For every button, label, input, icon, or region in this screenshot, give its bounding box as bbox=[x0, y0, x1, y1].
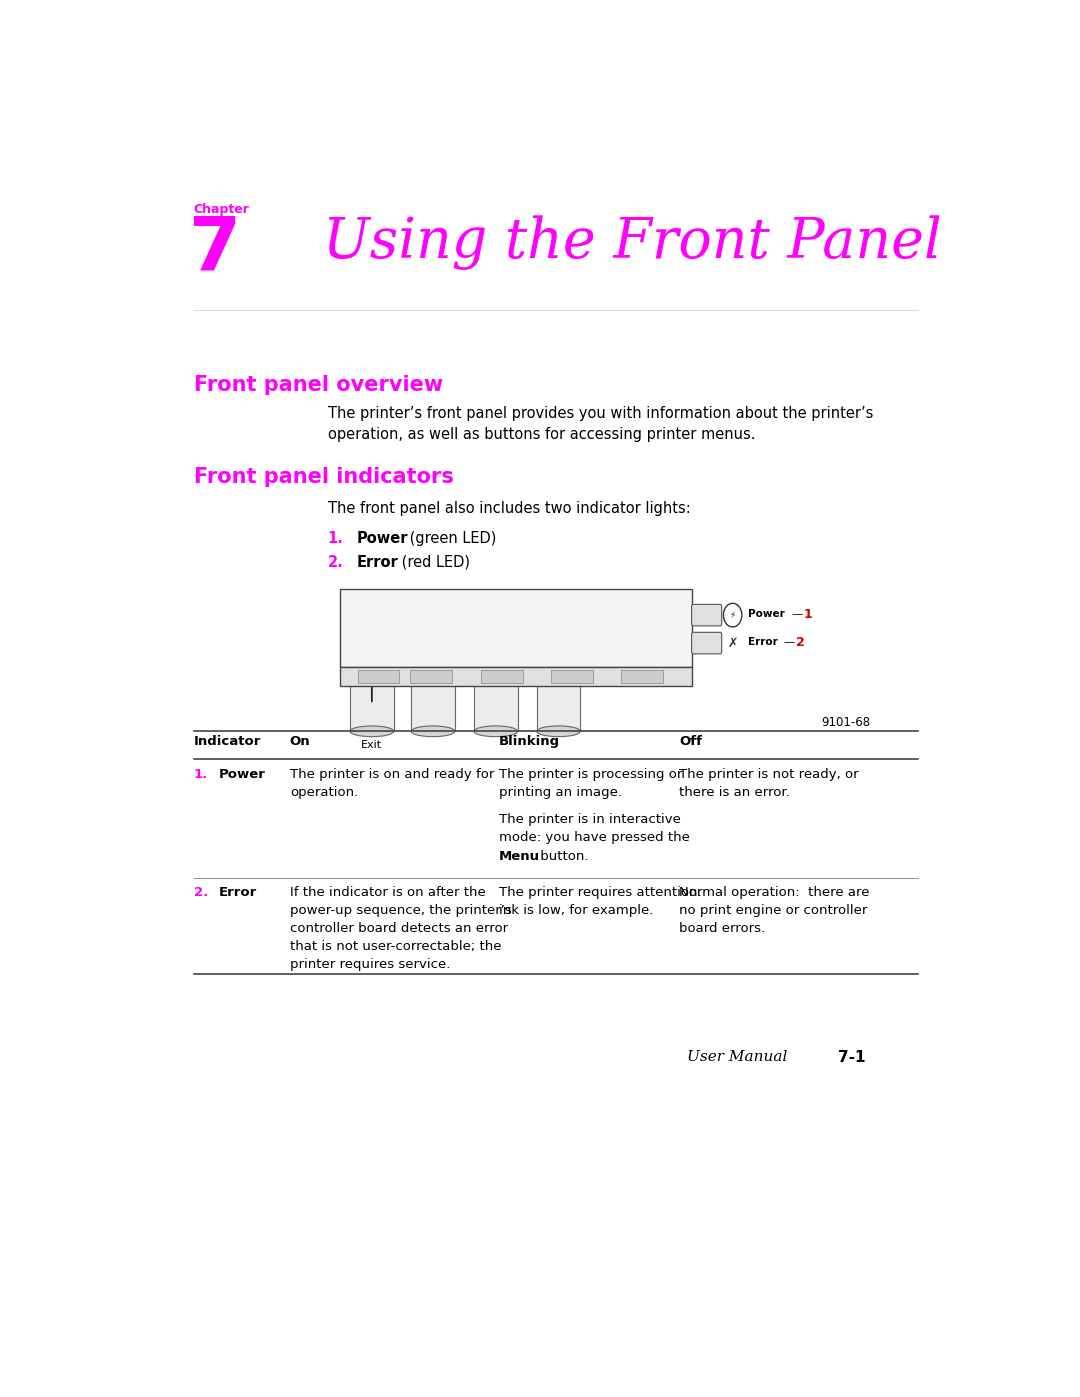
Bar bbox=[621, 671, 663, 683]
Ellipse shape bbox=[350, 726, 393, 736]
Text: Power: Power bbox=[356, 531, 408, 546]
Text: If the indicator is on after the
power-up sequence, the printer’s
controller boa: If the indicator is on after the power-u… bbox=[289, 886, 512, 971]
Bar bbox=[537, 675, 580, 731]
Text: 1.: 1. bbox=[327, 531, 343, 546]
Text: (red LED): (red LED) bbox=[397, 555, 470, 570]
Bar bbox=[481, 671, 523, 683]
Text: button.: button. bbox=[536, 849, 589, 862]
Text: Chapter: Chapter bbox=[193, 203, 249, 217]
Bar bbox=[340, 666, 691, 686]
Ellipse shape bbox=[474, 726, 517, 736]
Text: Power: Power bbox=[747, 609, 784, 619]
Ellipse shape bbox=[474, 671, 517, 680]
Text: 2: 2 bbox=[796, 636, 805, 648]
Text: Error: Error bbox=[218, 886, 257, 900]
Text: Off: Off bbox=[679, 735, 702, 747]
Text: User Manual: User Manual bbox=[688, 1049, 787, 1063]
Text: The printer requires attention:
ink is low, for example.: The printer requires attention: ink is l… bbox=[499, 886, 702, 918]
Text: On: On bbox=[289, 735, 310, 747]
Text: ✗: ✗ bbox=[727, 637, 738, 650]
Text: Indicator: Indicator bbox=[193, 735, 261, 747]
Text: Error: Error bbox=[356, 555, 399, 570]
Text: The printer’s front panel provides you with information about the printer’s
oper: The printer’s front panel provides you w… bbox=[327, 407, 873, 443]
FancyBboxPatch shape bbox=[691, 605, 721, 626]
FancyBboxPatch shape bbox=[691, 633, 721, 654]
Bar bbox=[350, 675, 393, 731]
Text: The front panel also includes two indicator lights:: The front panel also includes two indica… bbox=[327, 502, 690, 515]
Text: —: — bbox=[784, 637, 795, 647]
Text: Using the Front Panel: Using the Front Panel bbox=[323, 215, 942, 270]
Ellipse shape bbox=[350, 671, 393, 680]
Text: 7: 7 bbox=[189, 212, 242, 286]
Ellipse shape bbox=[537, 671, 580, 680]
Text: —: — bbox=[792, 609, 802, 619]
Text: The printer is processing or
printing an image.: The printer is processing or printing an… bbox=[499, 768, 683, 799]
Text: Blinking: Blinking bbox=[499, 735, 561, 747]
Text: 7-1: 7-1 bbox=[838, 1049, 865, 1065]
Text: Exit: Exit bbox=[362, 740, 382, 750]
Text: Normal operation:  there are
no print engine or controller
board errors.: Normal operation: there are no print eng… bbox=[679, 886, 869, 935]
Text: Power: Power bbox=[218, 768, 266, 781]
Bar bbox=[551, 671, 593, 683]
Text: 9101-68: 9101-68 bbox=[821, 717, 870, 729]
Text: 1.: 1. bbox=[193, 768, 207, 781]
Bar bbox=[357, 671, 400, 683]
Bar bbox=[340, 590, 691, 666]
Text: (green LED): (green LED) bbox=[405, 531, 497, 546]
Text: Front panel overview: Front panel overview bbox=[193, 376, 443, 395]
Bar bbox=[474, 675, 517, 731]
Text: The printer is in interactive
mode: you have pressed the: The printer is in interactive mode: you … bbox=[499, 813, 690, 844]
Ellipse shape bbox=[537, 726, 580, 736]
Text: Menu: Menu bbox=[499, 849, 540, 862]
Text: Error: Error bbox=[747, 637, 778, 647]
Ellipse shape bbox=[411, 671, 455, 680]
Text: The printer is not ready, or
there is an error.: The printer is not ready, or there is an… bbox=[679, 768, 859, 799]
Text: 2.: 2. bbox=[193, 886, 207, 900]
Text: 1: 1 bbox=[804, 608, 812, 620]
Bar bbox=[411, 675, 455, 731]
Text: Front panel indicators: Front panel indicators bbox=[193, 467, 454, 486]
Bar bbox=[410, 671, 453, 683]
Text: ⚡: ⚡ bbox=[729, 610, 735, 620]
Ellipse shape bbox=[411, 726, 455, 736]
Text: 2.: 2. bbox=[327, 555, 343, 570]
Text: The printer is on and ready for
operation.: The printer is on and ready for operatio… bbox=[289, 768, 495, 799]
